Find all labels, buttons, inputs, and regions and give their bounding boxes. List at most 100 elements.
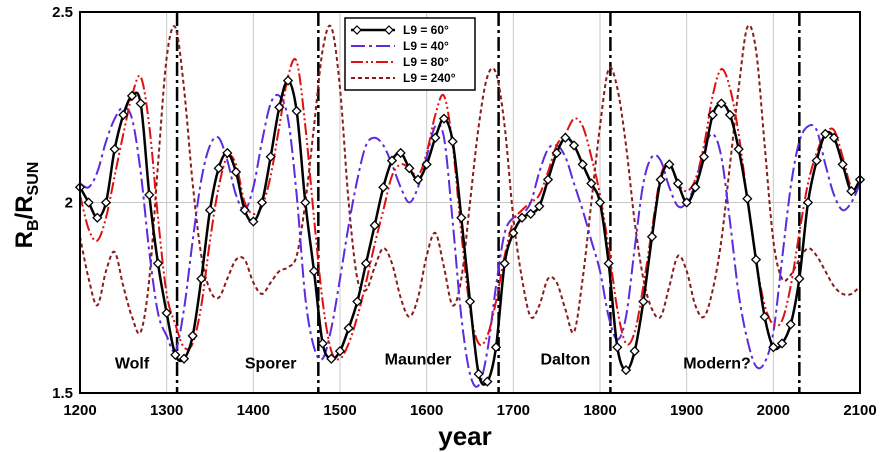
data-point-marker [378, 182, 389, 193]
data-point-marker [690, 182, 701, 193]
x-tick-label: 2100 [843, 402, 876, 419]
x-tick-labels: 1200 1300 1400 1500 1600 1700 1800 1900 2000 2100 [63, 402, 876, 419]
series-line-3 [79, 24, 861, 335]
data-point-marker [369, 220, 380, 231]
data-point-marker [204, 205, 216, 216]
data-point-marker [464, 296, 476, 307]
data-point-marker [837, 159, 848, 170]
data-point-marker [768, 342, 779, 353]
data-point-marker [161, 307, 172, 319]
data-point-marker [586, 178, 597, 189]
data-point-marker [534, 201, 545, 212]
data-point-marker [265, 151, 276, 162]
data-point-marker [282, 75, 294, 86]
data-point-marker [256, 197, 268, 208]
data-point-marker [525, 208, 536, 220]
data-point-marker [759, 311, 770, 322]
minimum-annotation: Maunder [385, 352, 452, 369]
data-point-marker [248, 216, 259, 227]
data-point-marker [308, 265, 320, 277]
x-axis-title: year [438, 421, 492, 451]
data-point-marker [178, 353, 190, 364]
data-point-marker [421, 159, 432, 170]
data-point-marker [334, 345, 346, 357]
legend-label: L9 = 240° [403, 71, 456, 85]
legend-label: L9 = 80° [403, 55, 449, 69]
data-point-marker [776, 338, 788, 349]
data-point-marker [551, 147, 562, 159]
minimum-annotation: Wolf [115, 356, 150, 373]
data-point-marker [239, 205, 250, 216]
data-point-marker [828, 132, 840, 143]
data-point-marker [404, 163, 415, 174]
series-line-0 [78, 79, 862, 386]
legend-label: L9 = 40° [403, 39, 449, 53]
data-point-marker [187, 330, 198, 341]
data-point-marker [646, 231, 658, 242]
data-point-marker [750, 254, 762, 265]
data-point-marker [655, 174, 666, 185]
data-point-marker [300, 197, 311, 208]
data-point-marker [352, 296, 363, 307]
data-point-marker [144, 189, 155, 200]
legend: L9 = 60° L9 = 40° L9 = 80° L9 = 240° [344, 17, 476, 91]
data-point-marker [516, 212, 528, 223]
data-point-marker [620, 365, 632, 376]
data-point-marker [785, 319, 796, 330]
data-point-marker [196, 273, 207, 284]
y-tick-label: 2.5 [52, 4, 73, 21]
series-line-1 [79, 93, 861, 388]
y-tick-labels: 1.5 2 2.5 [52, 4, 73, 402]
data-point-marker [638, 296, 649, 307]
data-point-marker [135, 98, 146, 109]
data-point-marker [698, 151, 710, 162]
data-point-marker [326, 353, 337, 364]
data-point-marker [802, 197, 814, 208]
minimum-annotation: Modern? [683, 356, 751, 373]
data-point-marker [568, 140, 580, 151]
plot-frame [79, 11, 861, 394]
x-tick-label: 1200 [63, 402, 96, 419]
data-point-marker [742, 193, 753, 204]
x-tick-label: 1400 [237, 402, 270, 419]
data-point-marker [508, 227, 519, 239]
data-point-marker [291, 105, 302, 117]
minima-lines [175, 12, 801, 393]
data-point-marker [681, 197, 692, 208]
data-point-marker [92, 212, 103, 223]
data-point-marker [542, 174, 554, 185]
data-point-marker [274, 102, 285, 113]
data-point-marker [672, 178, 684, 189]
data-point-marker [83, 197, 94, 208]
data-point-marker [343, 323, 354, 334]
data-point-marker [152, 258, 164, 269]
data-point-marker [100, 197, 112, 208]
data-point-marker [360, 258, 372, 269]
legend-marker [352, 25, 362, 35]
x-tick-label: 2000 [757, 402, 790, 419]
legend-label: L9 = 60° [403, 23, 449, 37]
data-point-marker [438, 113, 450, 124]
data-point-marker [473, 368, 484, 380]
data-point-marker [490, 342, 502, 353]
data-point-marker [456, 212, 467, 223]
data-point-marker [603, 258, 614, 269]
data-point-marker [707, 109, 718, 120]
x-tick-label: 1600 [410, 402, 443, 419]
data-point-marker [118, 109, 129, 120]
y-axis-title: RB/RSUN [11, 162, 42, 249]
data-point-marker [222, 147, 233, 159]
x-tick-label: 1500 [323, 402, 356, 419]
data-point-marker [629, 345, 640, 357]
minimum-annotation: Sporer [245, 356, 297, 373]
x-tick-label: 1300 [150, 402, 183, 419]
data-point-marker [412, 174, 424, 185]
data-point-marker [664, 159, 675, 170]
x-tick-label: 1800 [583, 402, 616, 419]
data-point-marker [811, 155, 822, 166]
y-tick-label: 2 [65, 195, 73, 212]
data-point-marker [395, 147, 406, 159]
data-point-marker [612, 342, 623, 353]
data-point-marker [724, 109, 736, 120]
